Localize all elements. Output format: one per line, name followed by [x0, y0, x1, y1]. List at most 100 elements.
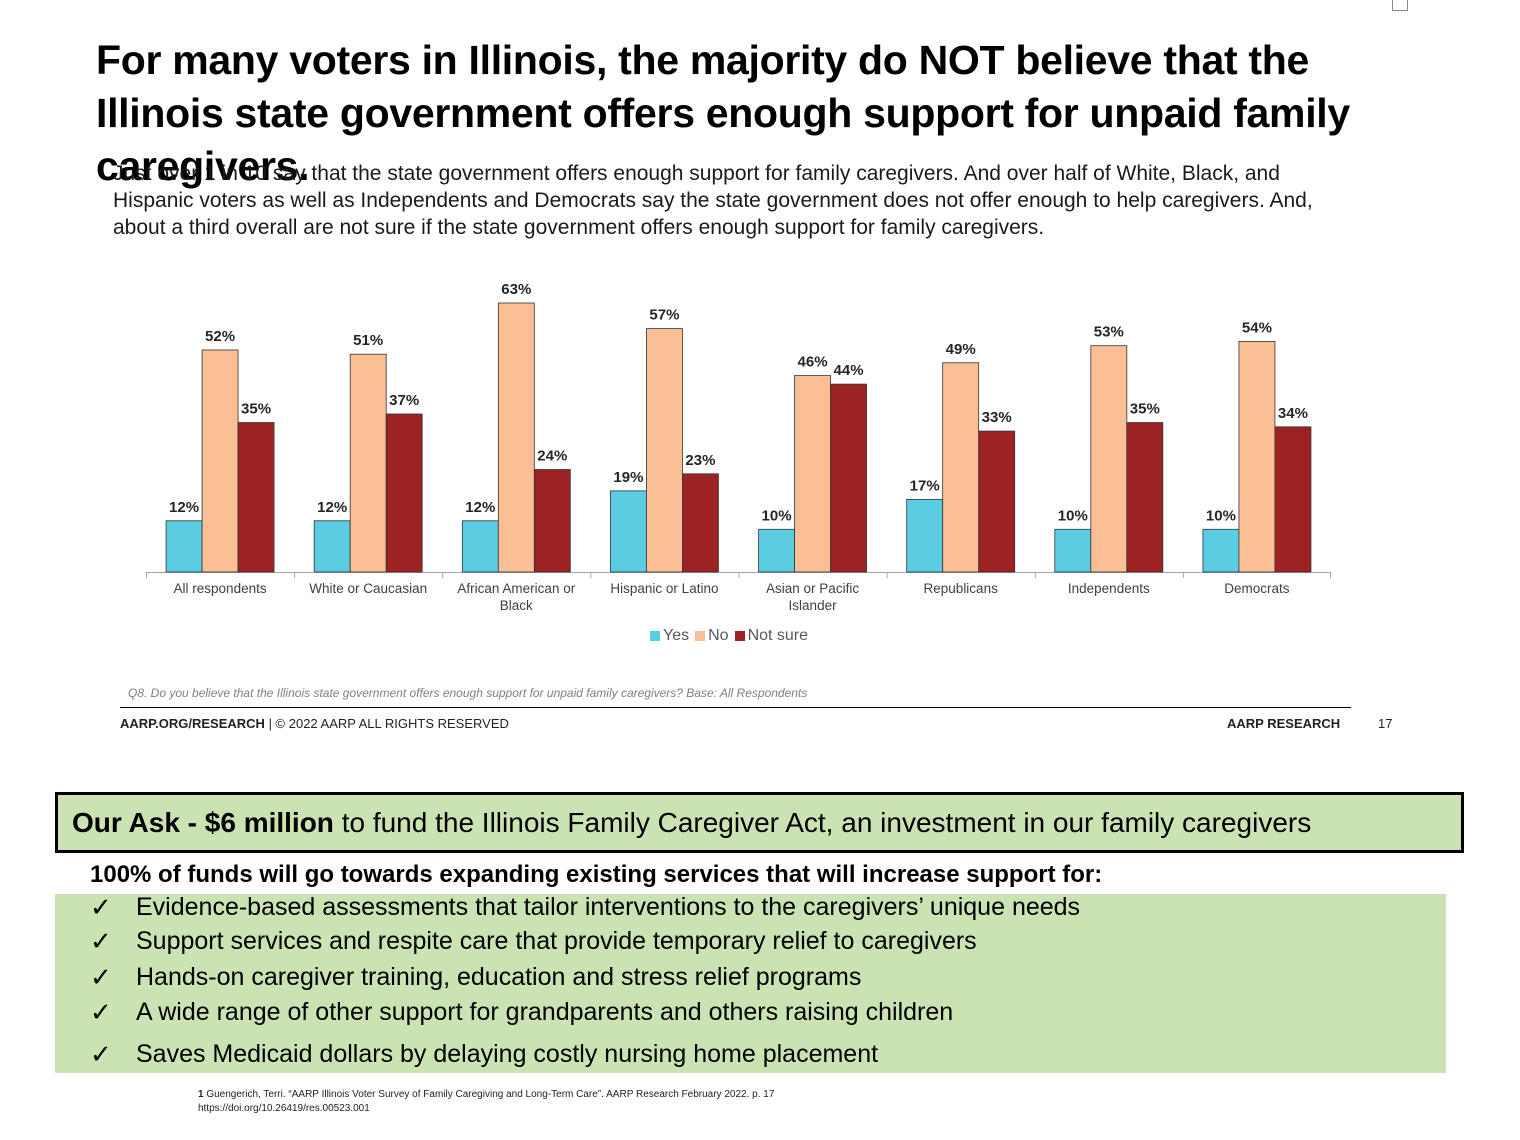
list-item: ✓ A wide range of other support for gran… — [90, 997, 953, 1028]
list-item: ✓ Evidence-based assessments that tailor… — [90, 892, 1080, 923]
data-label: 52% — [205, 328, 235, 345]
x-tick-label: Black — [500, 598, 533, 610]
bar-not-sure — [237, 422, 275, 573]
x-tick-label: Independents — [1068, 581, 1150, 596]
data-label: 51% — [353, 332, 383, 349]
check-icon: ✓ — [90, 962, 112, 992]
page-subtitle: Just over 1 in 10 say that the state gov… — [113, 162, 1313, 239]
bullet-text: Evidence-based assessments that tailor i… — [136, 893, 1081, 921]
bar-not-sure — [1126, 422, 1164, 573]
funds-heading: 100% of funds will go towards expanding … — [90, 861, 1103, 888]
legend-swatch-yes — [650, 631, 660, 641]
citation-number: 1 — [198, 1089, 204, 1100]
data-label: 33% — [982, 409, 1012, 426]
ask-box: Our Ask - $6 million to fund the Illinoi… — [55, 792, 1464, 853]
data-label: 37% — [389, 392, 419, 409]
data-label: 10% — [1206, 507, 1236, 524]
data-label: 19% — [613, 469, 643, 486]
data-label: 46% — [798, 354, 828, 371]
footer-divider — [120, 707, 1351, 708]
check-icon: ✓ — [90, 997, 112, 1027]
bar-no — [1238, 341, 1276, 573]
x-tick-label: Republicans — [924, 581, 999, 596]
citation-text: Guengerich, Terri. “AARP Illinois Voter … — [198, 1089, 775, 1114]
bullet-panel — [55, 894, 1446, 1073]
x-tick-label: African American or — [457, 581, 575, 596]
x-tick-label: Hispanic or Latino — [610, 581, 718, 596]
x-tick-label: White or Caucasian — [309, 581, 427, 596]
list-item: ✓ Saves Medicaid dollars by delaying cos… — [90, 1039, 878, 1070]
bar-not-sure — [385, 413, 423, 573]
x-tick-label: Islander — [789, 598, 838, 610]
data-label: 24% — [537, 448, 567, 465]
legend-swatch-not-sure — [734, 631, 745, 641]
legend-item-no: No — [695, 627, 729, 645]
x-tick-label: All respondents — [174, 581, 267, 596]
bar-yes — [610, 490, 647, 573]
check-icon: ✓ — [90, 1039, 112, 1069]
x-tick-label: Democrats — [1224, 581, 1290, 596]
page-title: For many voters in Illinois, the majorit… — [96, 37, 1350, 189]
x-tick-label: Asian or Pacific — [766, 581, 859, 596]
bar-not-sure — [978, 430, 1016, 573]
data-label: 34% — [1278, 405, 1308, 422]
data-label: 53% — [1094, 324, 1124, 341]
bullet-text: Saves Medicaid dollars by delaying costl… — [136, 1040, 879, 1068]
bar-not-sure — [830, 383, 867, 573]
bullet-text: Support services and respite care that p… — [136, 927, 977, 955]
data-label: 57% — [649, 307, 679, 324]
legend-label-no: No — [708, 627, 729, 644]
bar-no — [201, 349, 239, 573]
list-item: ✓ Hands-on caregiver training, education… — [90, 962, 861, 993]
footer-rights: | © 2022 AARP ALL RIGHTS RESERVED — [264, 716, 509, 731]
check-icon: ✓ — [90, 892, 112, 922]
check-icon: ✓ — [90, 926, 112, 956]
legend-swatch-no — [695, 631, 706, 641]
footer-site: AARP.ORG/RESEARCH — [120, 716, 265, 731]
data-label: 12% — [317, 499, 347, 516]
bar-not-sure — [682, 473, 719, 573]
bar-no — [646, 328, 683, 573]
list-item: ✓ Support services and respite care that… — [90, 926, 977, 957]
data-label: 17% — [910, 477, 940, 494]
bar-yes — [313, 520, 351, 573]
citation: 1 Guengerich, Terri. “AARP Illinois Vote… — [198, 1088, 898, 1116]
footer-copyright: AARP.ORG/RESEARCH | © 2022 AARP ALL RIGH… — [120, 716, 509, 731]
bar-yes — [906, 499, 944, 573]
bullet-text: A wide range of other support for grandp… — [136, 998, 954, 1026]
legend-label-not-sure: Not sure — [747, 627, 809, 644]
data-label: 35% — [241, 401, 271, 418]
legend-item-not-sure: Not sure — [734, 627, 809, 645]
question-footnote: Q8. Do you believe that the Illinois sta… — [128, 686, 808, 700]
data-label: 35% — [1130, 401, 1160, 418]
footer-brand: AARP RESEARCH — [1227, 716, 1341, 731]
bar-not-sure — [533, 469, 571, 573]
data-label: 12% — [169, 499, 199, 516]
legend-item-yes: Yes — [650, 627, 689, 645]
bar-no — [1090, 345, 1128, 573]
page-number: 17 — [1378, 716, 1393, 731]
bar-not-sure — [1274, 426, 1312, 573]
bullet-text: Hands-on caregiver training, education a… — [136, 963, 862, 991]
data-label: 63% — [501, 281, 531, 298]
resize-handle-icon — [1392, 0, 1408, 11]
data-label: 23% — [685, 452, 715, 469]
data-label: 44% — [834, 362, 864, 379]
bar-yes — [1054, 528, 1092, 573]
bar-no — [349, 353, 387, 573]
legend-label-yes: Yes — [663, 627, 690, 644]
bar-no — [497, 302, 535, 573]
ask-amount: Our Ask - $6 million — [72, 807, 334, 838]
ask-text: to fund the Illinois Family Caregiver Ac… — [333, 807, 1312, 838]
data-label: 12% — [465, 499, 495, 516]
bar-chart: 12% 52% 35% All respondents 12% 51% 37% White o… — [146, 281, 1331, 610]
bar-no — [794, 375, 831, 573]
bar-yes — [461, 520, 499, 573]
data-label: 54% — [1242, 319, 1272, 336]
data-label: 10% — [1058, 507, 1088, 524]
data-label: 49% — [946, 341, 976, 358]
bar-no — [942, 362, 980, 573]
chart-legend: Yes No Not sure — [650, 626, 814, 646]
bar-yes — [758, 528, 795, 573]
bar-yes — [165, 520, 203, 573]
